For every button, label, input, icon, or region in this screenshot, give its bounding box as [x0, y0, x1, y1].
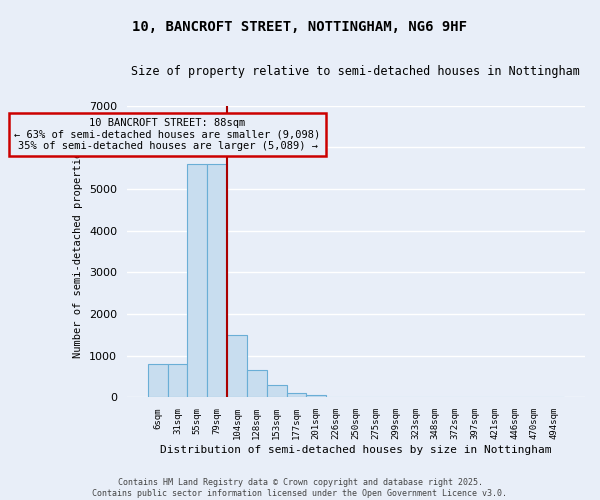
Bar — [247, 370, 266, 398]
Text: Contains HM Land Registry data © Crown copyright and database right 2025.
Contai: Contains HM Land Registry data © Crown c… — [92, 478, 508, 498]
X-axis label: Distribution of semi-detached houses by size in Nottingham: Distribution of semi-detached houses by … — [160, 445, 551, 455]
Text: 10, BANCROFT STREET, NOTTINGHAM, NG6 9HF: 10, BANCROFT STREET, NOTTINGHAM, NG6 9HF — [133, 20, 467, 34]
Bar — [307, 395, 326, 398]
Bar — [207, 164, 227, 398]
Text: 10 BANCROFT STREET: 88sqm
← 63% of semi-detached houses are smaller (9,098)
35% : 10 BANCROFT STREET: 88sqm ← 63% of semi-… — [14, 118, 320, 152]
Title: Size of property relative to semi-detached houses in Nottingham: Size of property relative to semi-detach… — [131, 65, 580, 78]
Bar — [326, 396, 346, 398]
Bar — [187, 164, 207, 398]
Bar — [148, 364, 167, 398]
Bar — [227, 335, 247, 398]
Bar — [287, 394, 307, 398]
Y-axis label: Number of semi-detached properties: Number of semi-detached properties — [73, 146, 83, 358]
Bar — [266, 385, 287, 398]
Bar — [167, 364, 187, 398]
